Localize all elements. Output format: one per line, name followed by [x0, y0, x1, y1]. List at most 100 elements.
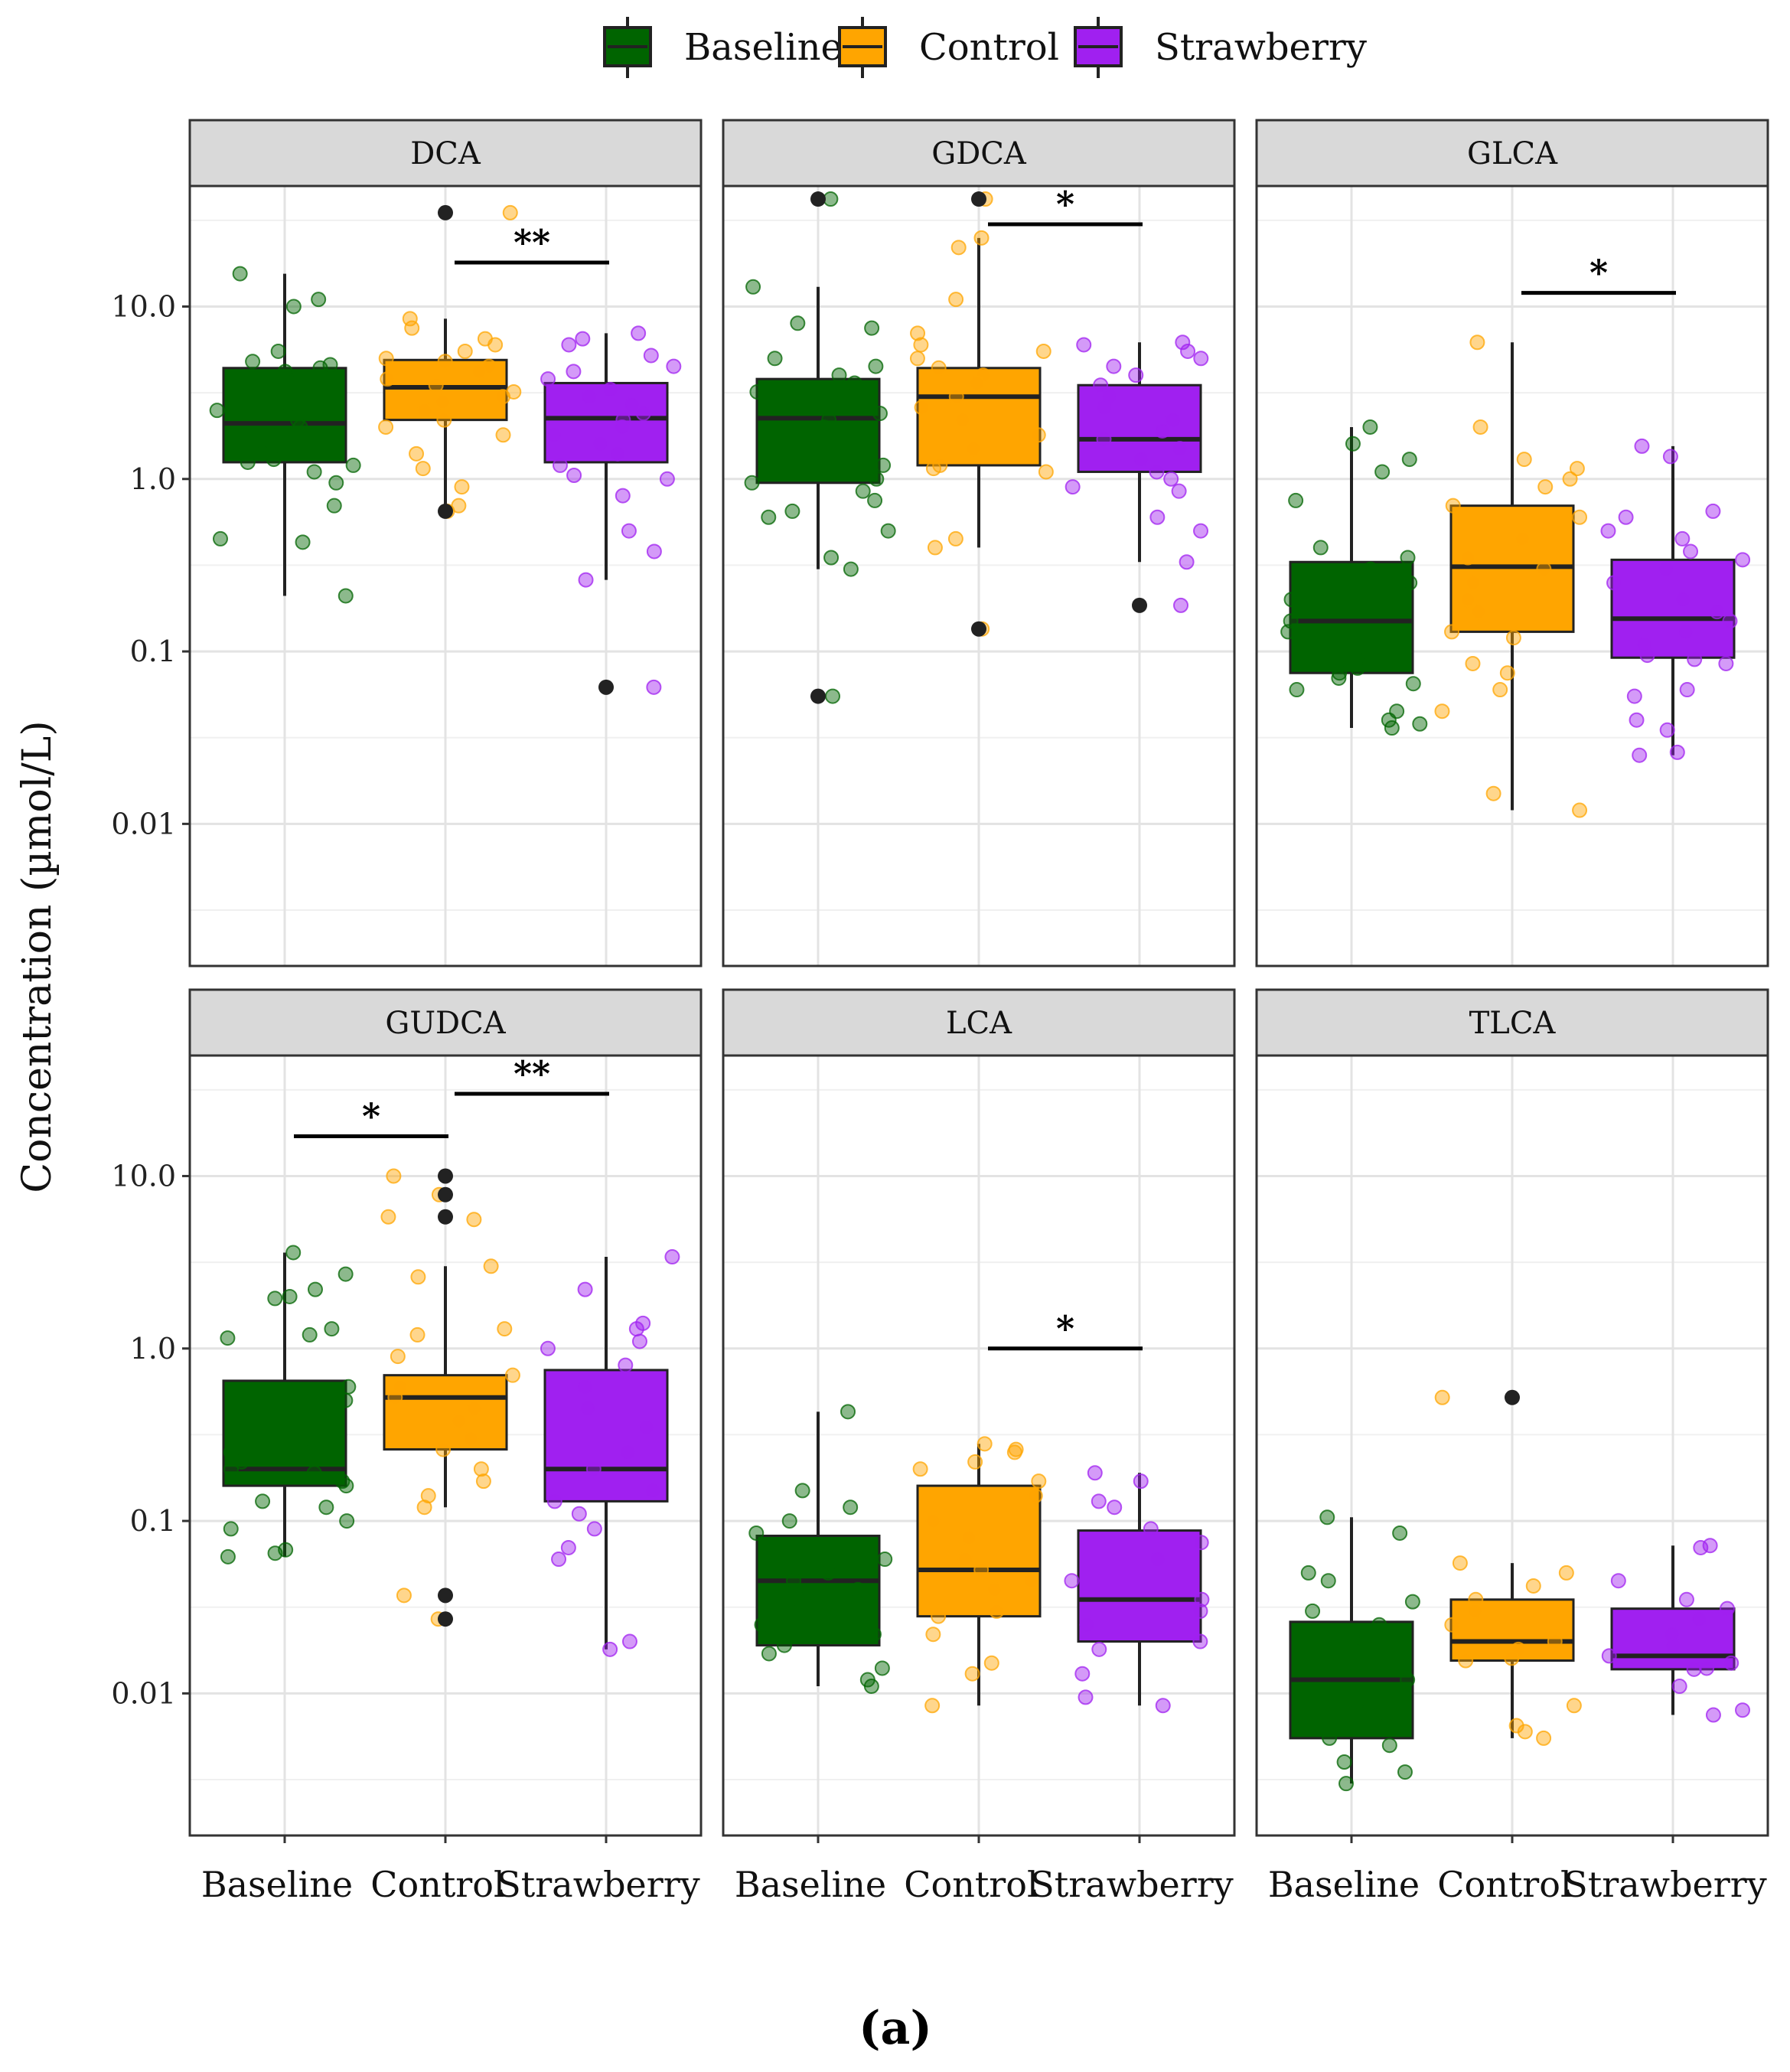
y-tick-label: 0.1	[130, 635, 176, 668]
data-point	[620, 1444, 636, 1460]
data-point	[1336, 1754, 1352, 1770]
data-point	[877, 1552, 893, 1568]
data-point	[1143, 1521, 1159, 1537]
data-point	[296, 1431, 312, 1447]
data-point	[1514, 530, 1531, 547]
data-point	[643, 348, 659, 364]
data-point	[614, 419, 630, 435]
data-point	[266, 452, 282, 468]
data-point	[337, 588, 354, 604]
box-iqr	[1610, 558, 1736, 659]
panel-title: DCA	[410, 136, 481, 171]
data-point	[864, 320, 880, 336]
data-point	[1562, 471, 1578, 487]
data-point	[566, 364, 582, 380]
data-point	[409, 1326, 425, 1343]
data-point	[566, 468, 582, 484]
box-control	[1434, 1389, 1582, 1746]
data-point	[1465, 655, 1481, 671]
data-point	[875, 457, 892, 473]
data-point	[776, 1637, 792, 1653]
data-point	[1394, 1685, 1410, 1702]
data-point	[1006, 1444, 1022, 1460]
data-point	[927, 540, 943, 556]
data-point	[1412, 716, 1428, 732]
box-iqr	[916, 1484, 1042, 1618]
legend-item-strawberry: Strawberry	[1074, 17, 1367, 78]
legend-label: Baseline	[684, 26, 843, 69]
data-point	[1096, 431, 1112, 447]
data-point	[794, 1483, 810, 1499]
data-point	[1709, 604, 1725, 620]
data-point	[1472, 419, 1488, 435]
data-point	[1305, 1603, 1321, 1619]
data-point	[220, 1548, 236, 1565]
data-point	[1309, 636, 1325, 652]
data-point	[578, 572, 594, 588]
data-point	[989, 1603, 1005, 1619]
data-point	[840, 1404, 856, 1420]
data-point	[957, 1552, 973, 1568]
data-point	[823, 191, 839, 207]
data-point	[386, 1168, 402, 1184]
data-point	[602, 1641, 618, 1657]
data-point	[326, 498, 342, 514]
data-point	[618, 1357, 634, 1373]
box-baseline	[1289, 1509, 1420, 1792]
data-point	[931, 360, 947, 376]
outlier-point	[971, 621, 986, 637]
data-point	[1133, 452, 1149, 468]
data-point	[1632, 747, 1648, 763]
data-point	[1280, 624, 1296, 640]
x-tick-label: Control	[904, 1864, 1038, 1905]
data-point	[487, 337, 504, 353]
box-strawberry	[1601, 1538, 1751, 1723]
box-iqr	[222, 367, 347, 464]
x-tick-label: Control	[370, 1864, 504, 1905]
data-point	[786, 1573, 802, 1589]
data-point	[1194, 1591, 1210, 1607]
data-point	[1718, 655, 1734, 671]
data-point	[1639, 648, 1655, 664]
data-point	[967, 1454, 983, 1470]
data-point	[912, 1461, 928, 1477]
data-point	[1662, 449, 1678, 465]
data-point	[749, 383, 765, 400]
outlier-point	[438, 503, 453, 519]
data-point	[1107, 1499, 1123, 1516]
box-control	[1434, 334, 1588, 818]
data-point	[855, 1539, 871, 1555]
data-point	[1566, 1698, 1582, 1714]
data-point	[339, 1513, 355, 1529]
data-point	[581, 389, 597, 405]
data-point	[1702, 1538, 1718, 1554]
data-point	[1674, 530, 1691, 547]
panel-dca: DCA 10.0 1.0 0.1 0.01 **	[111, 119, 703, 967]
data-point	[387, 1389, 403, 1405]
panel-glca: GLCA *	[1255, 119, 1769, 967]
data-point	[1074, 1666, 1091, 1682]
data-point	[761, 1646, 777, 1662]
data-point	[973, 230, 990, 246]
data-point	[820, 1565, 836, 1581]
data-point	[1172, 441, 1188, 457]
data-point	[784, 503, 800, 519]
data-point	[1400, 1672, 1416, 1688]
data-point	[1381, 712, 1397, 728]
data-point	[925, 461, 941, 477]
data-point	[1665, 1637, 1681, 1653]
data-point	[245, 354, 261, 370]
data-point	[666, 358, 682, 374]
data-point	[311, 292, 327, 308]
data-point	[270, 343, 286, 359]
data-point	[1106, 358, 1122, 374]
data-point	[1320, 1573, 1336, 1589]
data-point	[835, 394, 851, 410]
data-point	[646, 543, 662, 560]
data-point	[1600, 523, 1616, 539]
data-point	[282, 1288, 298, 1304]
data-point	[473, 1461, 489, 1477]
box-control	[380, 1168, 520, 1627]
data-point	[1291, 599, 1307, 615]
